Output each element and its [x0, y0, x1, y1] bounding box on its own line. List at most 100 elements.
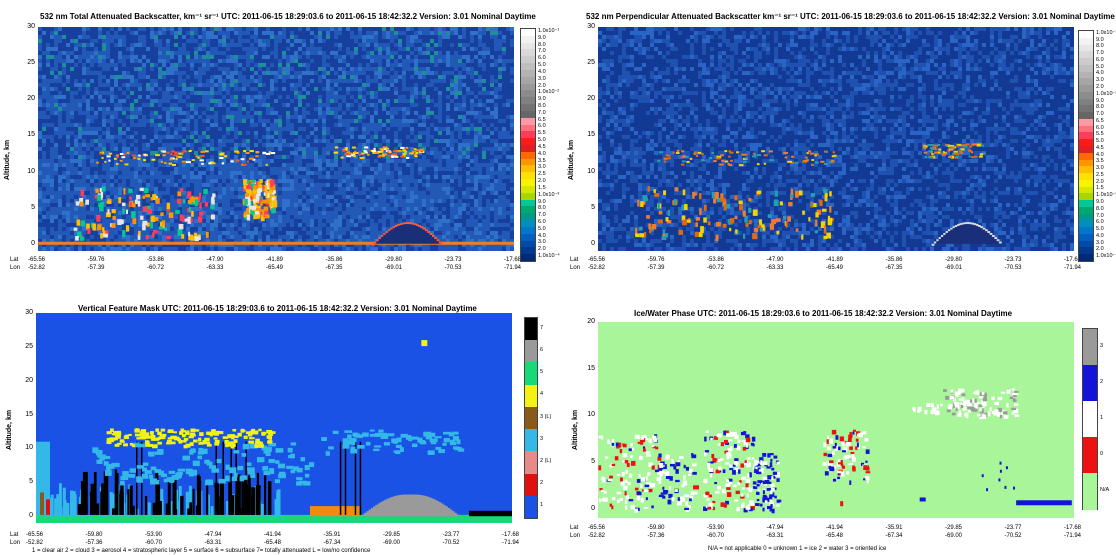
backscatter-pixel — [178, 31, 183, 36]
backscatter-pixel — [90, 31, 95, 36]
backscatter-pixel — [334, 75, 339, 80]
backscatter-pixel — [266, 147, 271, 152]
backscatter-pixel — [178, 247, 183, 251]
backscatter-pixel — [218, 235, 223, 240]
backscatter-pixel — [390, 207, 395, 212]
backscatter-pixel — [258, 159, 263, 164]
backscatter-pixel — [298, 107, 303, 112]
backscatter-pixel — [266, 87, 271, 92]
backscatter-pixel — [186, 243, 191, 248]
backscatter-pixel — [274, 83, 279, 88]
backscatter-pixel — [46, 95, 51, 100]
backscatter-pixel — [162, 59, 167, 64]
backscatter-pixel — [54, 51, 59, 56]
backscatter-pixel — [182, 223, 187, 228]
backscatter-pixel — [202, 247, 207, 251]
backscatter-pixel — [286, 59, 291, 64]
backscatter-pixel — [74, 147, 79, 152]
backscatter-pixel — [126, 119, 131, 124]
backscatter-pixel — [94, 95, 99, 100]
backscatter-pixel — [206, 159, 211, 164]
backscatter-pixel — [114, 203, 119, 208]
backscatter-pixel — [282, 163, 287, 168]
backscatter-pixel — [78, 247, 83, 251]
backscatter-pixel — [166, 103, 171, 108]
backscatter-pixel — [302, 199, 307, 204]
backscatter-pixel — [242, 111, 247, 116]
backscatter-pixel — [146, 55, 151, 60]
backscatter-pixel — [234, 243, 239, 248]
backscatter-pixel — [66, 219, 71, 224]
backscatter-pixel — [82, 115, 87, 120]
backscatter-pixel — [94, 227, 99, 232]
backscatter-pixel — [386, 139, 391, 144]
backscatter-pixel — [330, 59, 335, 64]
backscatter-pixel — [326, 35, 331, 40]
backscatter-pixel — [98, 139, 103, 144]
backscatter-pixel — [62, 87, 67, 92]
backscatter-pixel — [286, 155, 291, 160]
backscatter-pixel — [78, 171, 83, 176]
backscatter-pixel — [306, 215, 311, 220]
backscatter-pixel — [126, 51, 131, 56]
backscatter-pixel — [222, 219, 227, 224]
backscatter-pixel — [134, 47, 139, 52]
backscatter-pixel — [198, 139, 203, 144]
backscatter-pixel — [374, 127, 379, 132]
backscatter-pixel — [282, 123, 287, 128]
backscatter-pixel — [182, 127, 187, 132]
backscatter-pixel — [306, 119, 311, 124]
backscatter-pixel — [230, 199, 235, 204]
backscatter-pixel — [342, 55, 347, 60]
backscatter-pixel — [46, 131, 51, 136]
backscatter-pixel — [166, 119, 171, 124]
backscatter-pixel — [106, 131, 111, 136]
backscatter-pixel — [366, 223, 371, 228]
backscatter-pixel — [46, 47, 51, 52]
backscatter-pixel — [302, 203, 307, 208]
backscatter-pixel — [306, 95, 311, 100]
backscatter-pixel — [342, 183, 347, 188]
backscatter-pixel — [118, 135, 123, 140]
backscatter-pixel — [238, 47, 243, 52]
backscatter-pixel — [334, 55, 339, 60]
backscatter-pixel — [358, 179, 363, 184]
backscatter-pixel — [174, 215, 179, 220]
backscatter-pixel — [210, 231, 215, 236]
backscatter-pixel — [374, 55, 379, 60]
backscatter-pixel — [178, 219, 183, 224]
backscatter-pixel — [374, 51, 379, 56]
backscatter-pixel — [242, 55, 247, 60]
backscatter-pixel — [202, 67, 207, 72]
backscatter-pixel — [214, 31, 219, 36]
backscatter-pixel — [342, 135, 347, 140]
backscatter-pixel — [102, 239, 107, 244]
backscatter-pixel — [378, 127, 383, 132]
backscatter-pixel — [138, 75, 143, 80]
backscatter-pixel — [102, 119, 107, 124]
backscatter-pixel — [382, 227, 387, 232]
backscatter-pixel — [218, 191, 223, 196]
backscatter-pixel — [82, 43, 87, 48]
backscatter-pixel — [102, 183, 107, 188]
backscatter-pixel — [122, 39, 127, 44]
backscatter-pixel — [58, 99, 63, 104]
backscatter-pixel — [278, 107, 283, 112]
backscatter-pixel — [190, 67, 195, 72]
backscatter-pixel — [170, 107, 175, 112]
backscatter-pixel — [102, 107, 107, 112]
backscatter-pixel — [322, 127, 327, 132]
backscatter-pixel — [62, 159, 67, 164]
backscatter-pixel — [214, 203, 219, 208]
backscatter-pixel — [302, 51, 307, 56]
backscatter-pixel — [318, 131, 323, 136]
backscatter-pixel — [342, 219, 347, 224]
backscatter-pixel — [338, 91, 343, 96]
backscatter-pixel — [210, 155, 215, 160]
backscatter-pixel — [234, 191, 239, 196]
backscatter-pixel — [70, 151, 75, 156]
backscatter-pixel — [90, 35, 95, 40]
backscatter-pixel — [290, 67, 295, 72]
backscatter-pixel — [378, 223, 383, 228]
backscatter-pixel — [246, 99, 251, 104]
